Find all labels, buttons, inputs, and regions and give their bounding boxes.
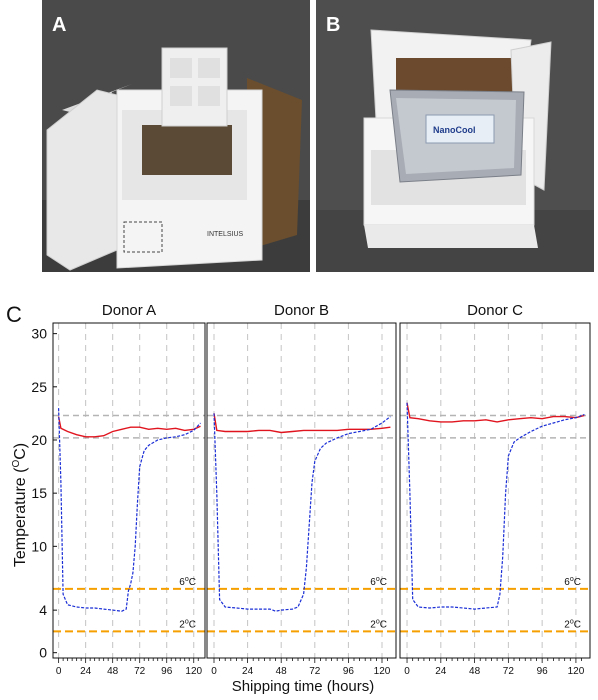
shipper-illustration: INTELSIUS	[42, 0, 310, 272]
panel-2: Donor B 6oC 2oC 0 24 48 72 96 120	[206, 302, 397, 677]
x-tick-label: 48	[469, 666, 481, 677]
panel-title: Donor C	[467, 302, 523, 319]
x-tick-label: 0	[56, 666, 62, 677]
pack-label-text: NanoCool	[433, 125, 476, 135]
y-tick-label: 0	[39, 645, 47, 661]
panel-title: Donor B	[274, 302, 329, 319]
x-tick-label: 120	[374, 666, 391, 677]
threshold-label: 2oC	[564, 618, 581, 630]
x-tick-label: 0	[404, 666, 410, 677]
nanocool-illustration: NanoCool	[316, 0, 594, 272]
threshold-label: 6oC	[179, 576, 196, 588]
internal-temperature-series	[406, 402, 585, 610]
temperature-chart: C Temperature (OC) Shipping time (hours)…	[6, 302, 591, 695]
y-tick-label: 10	[31, 538, 47, 554]
y-tick-label: 30	[31, 326, 47, 342]
ambient-temperature-series	[213, 413, 391, 434]
y-tick-label: 15	[31, 485, 47, 501]
threshold-label: 6oC	[564, 576, 581, 588]
threshold-label: 6oC	[370, 576, 387, 588]
y-axis-ticks: 0 4 10 15 20 25 30	[31, 326, 57, 661]
threshold-label: 2oC	[370, 618, 387, 630]
x-tick-label: 24	[80, 666, 92, 677]
panel-b-label: B	[326, 14, 341, 36]
x-tick-label: 96	[343, 666, 355, 677]
y-axis-label: Temperature (OC)	[11, 443, 29, 567]
panel-1: Donor A 6oC 2oC 0 24 48 72 96 120	[52, 302, 206, 677]
x-tick-label: 96	[161, 666, 173, 677]
ambient-temperature-series	[406, 402, 585, 423]
y-tick-label: 25	[31, 379, 47, 395]
x-tick-label: 72	[503, 666, 515, 677]
x-tick-label: 96	[537, 666, 549, 677]
x-tick-label: 24	[242, 666, 254, 677]
panel-3: Donor C 6oC 2oC 0 24 48 72 96 120	[399, 302, 591, 677]
panel-title: Donor A	[102, 302, 156, 319]
panel-a-label: A	[52, 14, 67, 36]
x-tick-label: 72	[309, 666, 321, 677]
x-tick-label: 0	[211, 666, 217, 677]
x-axis-label: Shipping time (hours)	[232, 678, 375, 695]
chart-panels: Donor A 6oC 2oC 0 24 48 72 96 120 Donor B 6oC 2oC 0 2…	[52, 302, 591, 677]
x-tick-label: 72	[134, 666, 146, 677]
y-tick-label: 20	[31, 432, 47, 448]
ambient-temperature-series	[57, 416, 201, 438]
internal-temperature-series	[58, 408, 201, 612]
x-tick-label: 120	[185, 666, 202, 677]
internal-temperature-series	[213, 413, 391, 612]
panel-frame	[399, 322, 591, 659]
photo-b-nanocool-pack: NanoCool	[316, 0, 594, 272]
panel-c-label: C	[6, 302, 22, 327]
panel-frame	[52, 322, 206, 659]
panel-frame	[206, 322, 397, 659]
threshold-label: 2oC	[179, 618, 196, 630]
y-tick-label: 4	[39, 602, 47, 618]
x-tick-label: 24	[435, 666, 447, 677]
x-tick-label: 120	[568, 666, 585, 677]
x-tick-label: 48	[276, 666, 288, 677]
x-tick-label: 48	[107, 666, 119, 677]
photo-a-insulated-shipper: INTELSIUS	[42, 0, 310, 272]
box-brand-text: INTELSIUS	[207, 231, 244, 238]
